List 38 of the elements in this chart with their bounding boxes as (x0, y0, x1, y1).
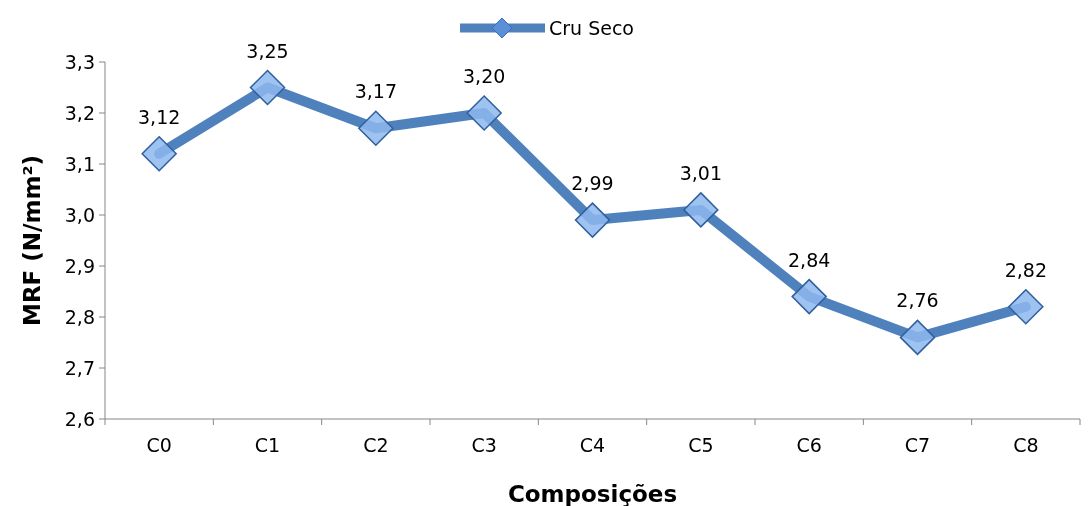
data-label: 2,76 (896, 289, 939, 312)
y-tick-label: 3,1 (64, 152, 95, 175)
x-tick-label: C5 (688, 434, 714, 456)
point (358, 110, 394, 147)
data-label: 3,20 (463, 65, 506, 87)
point (899, 319, 936, 356)
x-tick-label: C7 (904, 434, 931, 456)
x-tick-label: C4 (579, 434, 606, 456)
x-tick-label: C3 (471, 434, 497, 456)
y-tick-label: 2,7 (64, 356, 95, 379)
y-tick-label: 2,9 (64, 254, 95, 277)
point (1008, 289, 1044, 325)
data-label: 3,12 (138, 105, 181, 128)
y-tick-label: 3,0 (64, 203, 95, 226)
point (574, 202, 611, 238)
point (141, 136, 177, 172)
data-label: 2,82 (1004, 258, 1047, 281)
x-axis-title: Composições (507, 481, 678, 506)
data-label: 3,25 (246, 39, 289, 62)
y-tick-label: 2,8 (64, 305, 95, 328)
data-label: 3,17 (354, 80, 397, 103)
y-tick-label: 2,6 (64, 407, 95, 430)
data-label: 2,84 (788, 248, 831, 271)
x-tick-label: C2 (363, 434, 389, 456)
y-axis-title: MRF (N/mm²) (19, 155, 45, 326)
point (791, 278, 827, 315)
x-tick-label: C8 (1013, 434, 1039, 456)
point (249, 69, 286, 106)
legend-label: Cru Seco (549, 16, 634, 39)
y-tick-label: 3,2 (64, 101, 95, 124)
data-label: 3,01 (679, 161, 722, 184)
y-tick-label: 3,3 (64, 50, 95, 73)
x-tick-label: C1 (254, 434, 281, 456)
point (466, 95, 502, 131)
x-tick-label: C6 (796, 434, 822, 456)
data-label: 2,99 (571, 172, 614, 195)
point (683, 192, 719, 228)
x-tick-label: C0 (146, 434, 172, 456)
